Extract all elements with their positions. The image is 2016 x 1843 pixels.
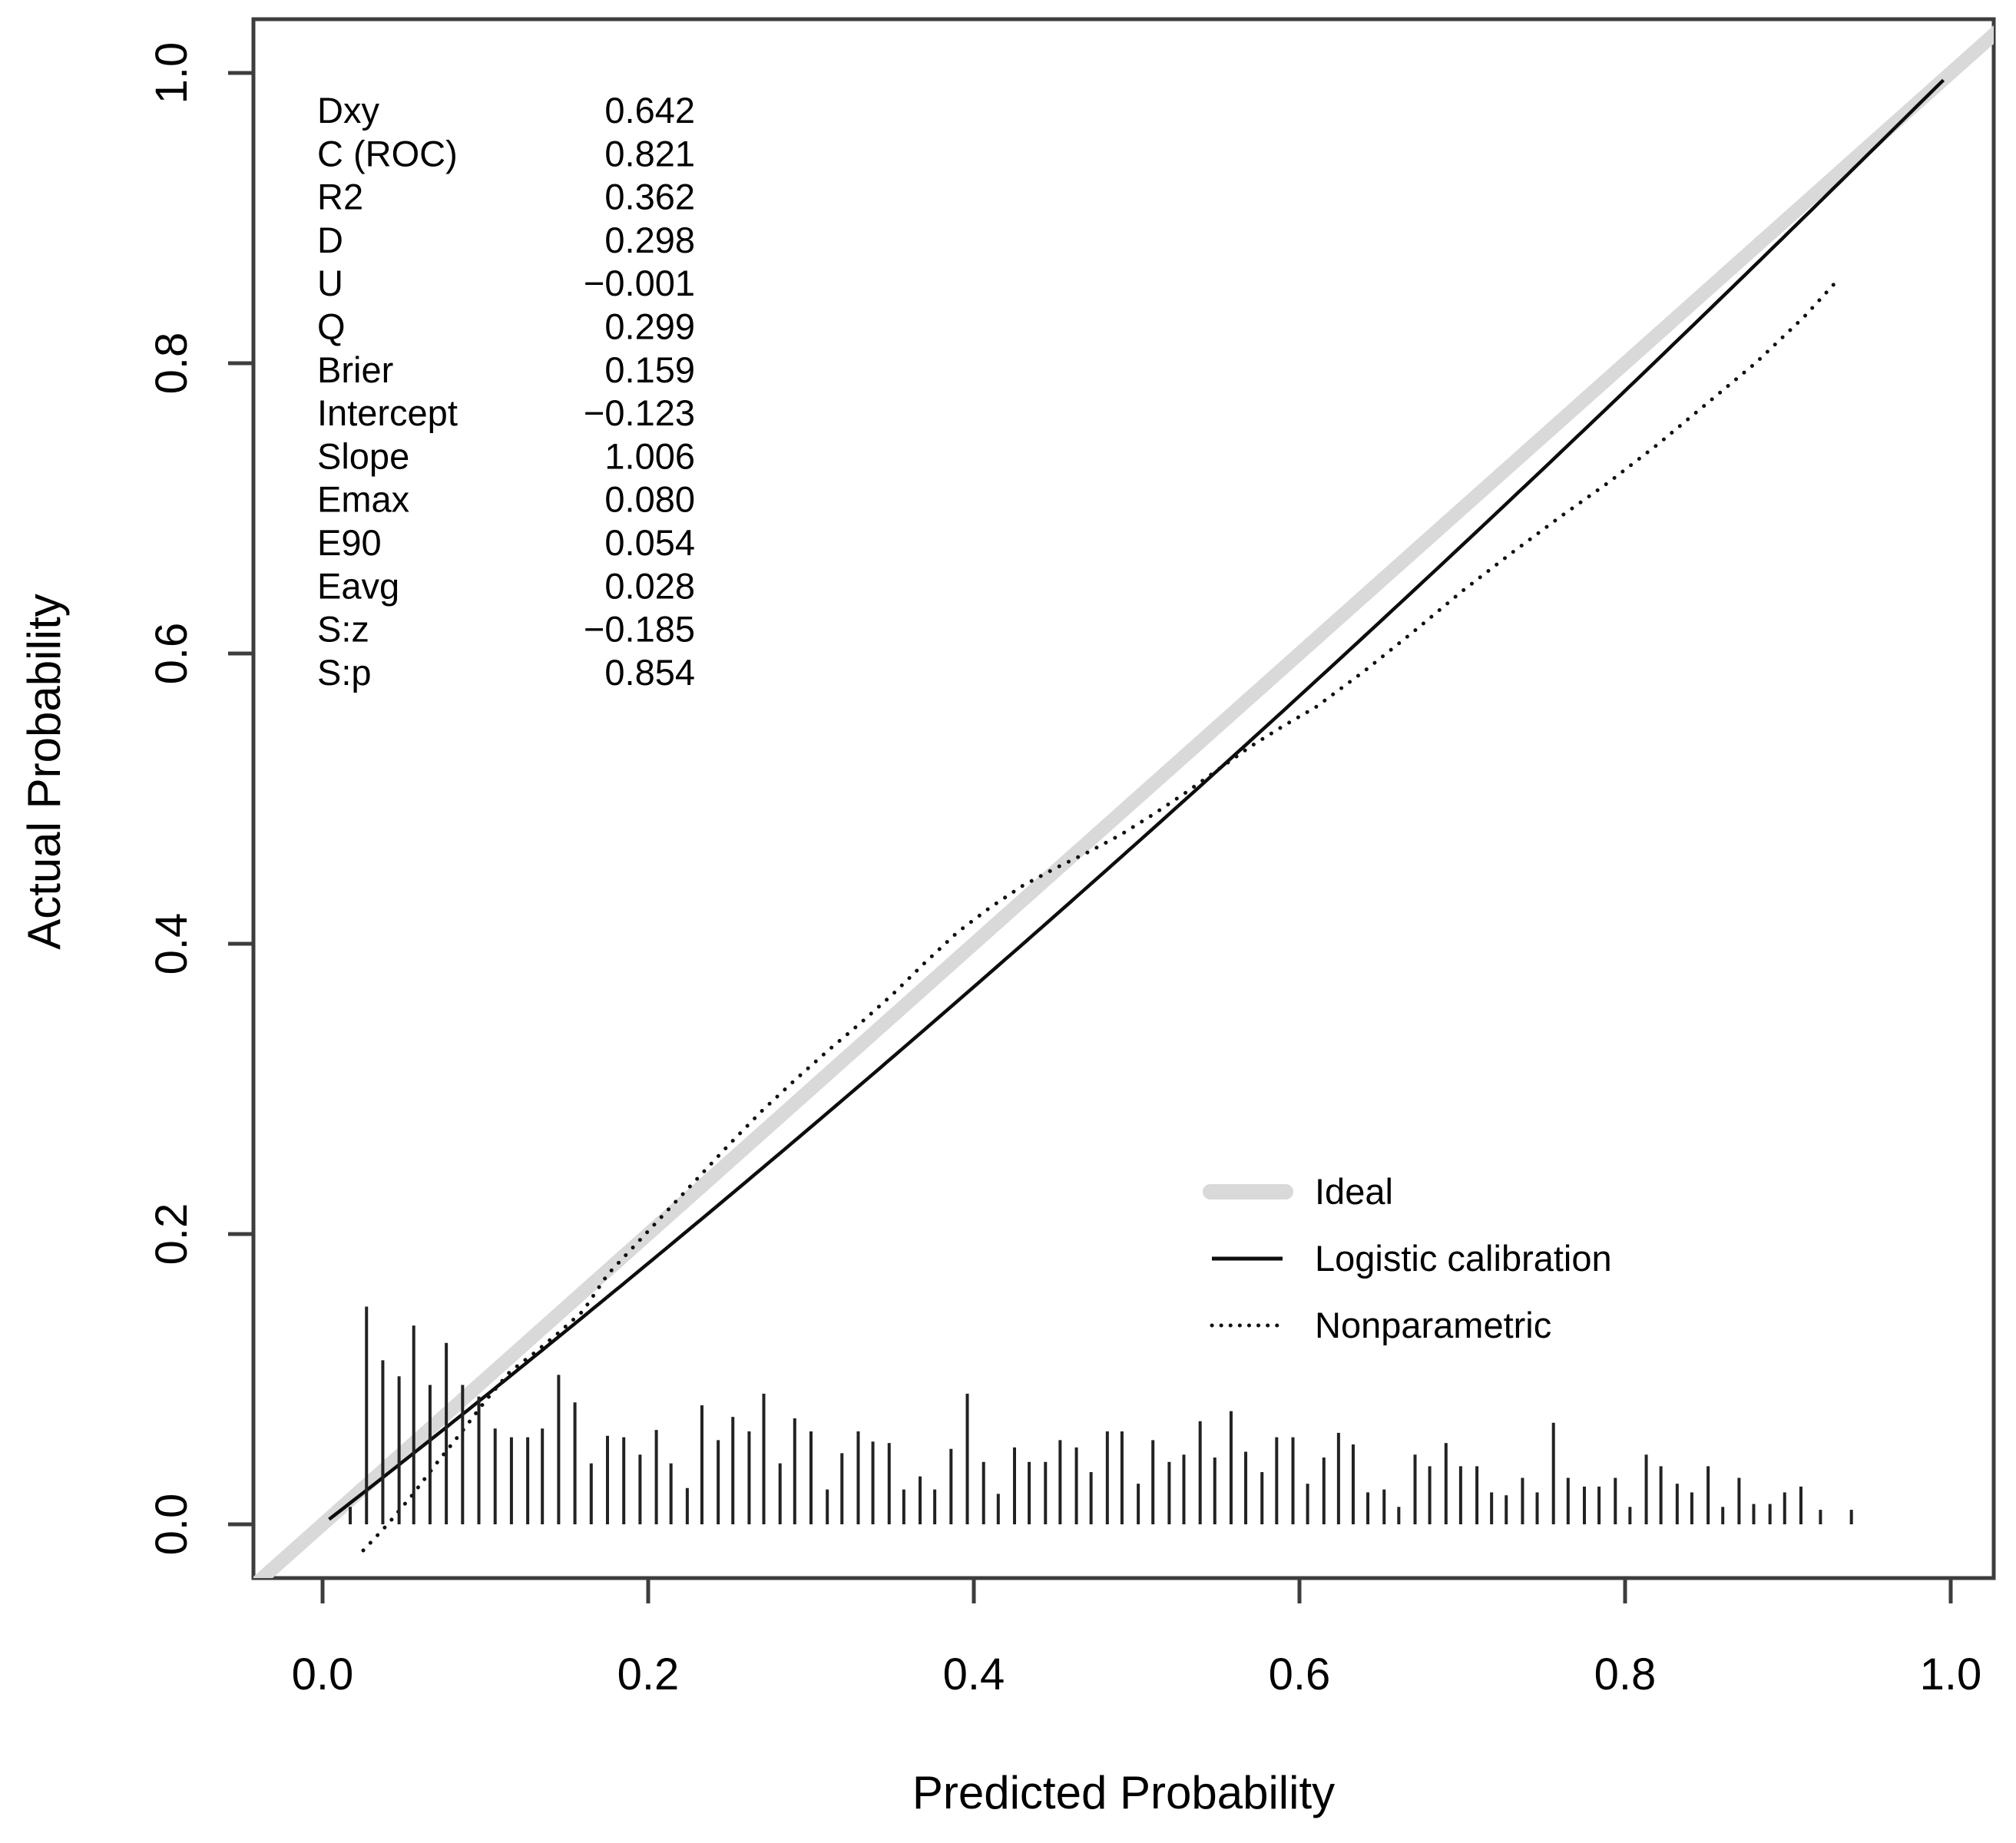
stat-value: −0.185 — [584, 609, 695, 650]
x-tick-label: 0.0 — [292, 1649, 354, 1699]
legend-label-ideal: Ideal — [1315, 1171, 1393, 1212]
logistic-calibration-curve — [328, 78, 1945, 1521]
stat-value: 0.028 — [604, 565, 695, 606]
stat-value: 0.054 — [604, 522, 695, 563]
stat-label: Emax — [317, 479, 409, 520]
stat-value: 0.362 — [604, 177, 695, 217]
stat-label: Q — [317, 306, 346, 347]
curves-layer — [253, 25, 1994, 1578]
stat-value: 0.299 — [604, 306, 695, 347]
nonparametric-curve — [361, 276, 1842, 1553]
legend-label-logistic: Logistic calibration — [1315, 1238, 1612, 1279]
stat-label: Brier — [317, 349, 393, 390]
x-tick-label: 0.6 — [1269, 1649, 1331, 1699]
y-tick-label: 1.0 — [147, 42, 197, 104]
y-tick-label: 0.2 — [147, 1203, 197, 1266]
stat-value: 0.854 — [604, 652, 695, 693]
x-tick-label: 1.0 — [1920, 1649, 1982, 1699]
ideal-line — [253, 25, 1994, 1578]
stat-label: U — [317, 263, 343, 303]
rug-layer — [349, 1306, 1853, 1524]
stat-value: −0.123 — [584, 392, 695, 433]
stat-label: S:p — [317, 652, 372, 693]
x-tick-label: 0.2 — [617, 1649, 680, 1699]
stat-value: 1.006 — [604, 435, 695, 476]
x-tick-label: 0.8 — [1594, 1649, 1657, 1699]
stat-label: S:z — [317, 609, 369, 650]
y-tick-label: 0.0 — [147, 1494, 197, 1556]
y-tick-label: 0.4 — [147, 913, 197, 975]
stat-label: Intercept — [317, 392, 458, 433]
x-tick-label: 0.4 — [943, 1649, 1005, 1699]
stat-value: −0.001 — [584, 263, 695, 303]
stat-label: Slope — [317, 435, 409, 476]
stat-label: C (ROC) — [317, 133, 458, 174]
x-axis-title: Predicted Probability — [912, 1767, 1335, 1818]
stat-value: 0.821 — [604, 133, 695, 174]
stat-value: 0.080 — [604, 479, 695, 520]
stat-label: D — [317, 220, 343, 260]
y-tick-label: 0.6 — [147, 623, 197, 685]
y-axis-title: Actual Probability — [18, 594, 70, 950]
plot-border — [251, 17, 1996, 1580]
x-axis: 0.0 0.2 0.4 0.6 0.8 1.0 — [292, 1578, 1982, 1699]
stat-value: 0.642 — [604, 90, 695, 131]
stat-label: R2 — [317, 177, 363, 217]
stat-value: 0.159 — [604, 349, 695, 390]
stat-value: 0.298 — [604, 220, 695, 260]
y-axis: 0.0 0.2 0.4 0.6 0.8 1.0 — [147, 42, 253, 1556]
legend: Ideal Logistic calibration Nonparametric — [1203, 1171, 1612, 1345]
y-tick-label: 0.8 — [147, 333, 197, 395]
stat-label: Dxy — [317, 90, 379, 131]
stats-table: Dxy 0.642 C (ROC) 0.821 R2 0.362 D 0.298 U −0.001… — [317, 90, 695, 693]
legend-label-nonparametric: Nonparametric — [1315, 1305, 1551, 1345]
stat-label: E90 — [317, 522, 382, 563]
stat-label: Eavg — [317, 565, 399, 606]
